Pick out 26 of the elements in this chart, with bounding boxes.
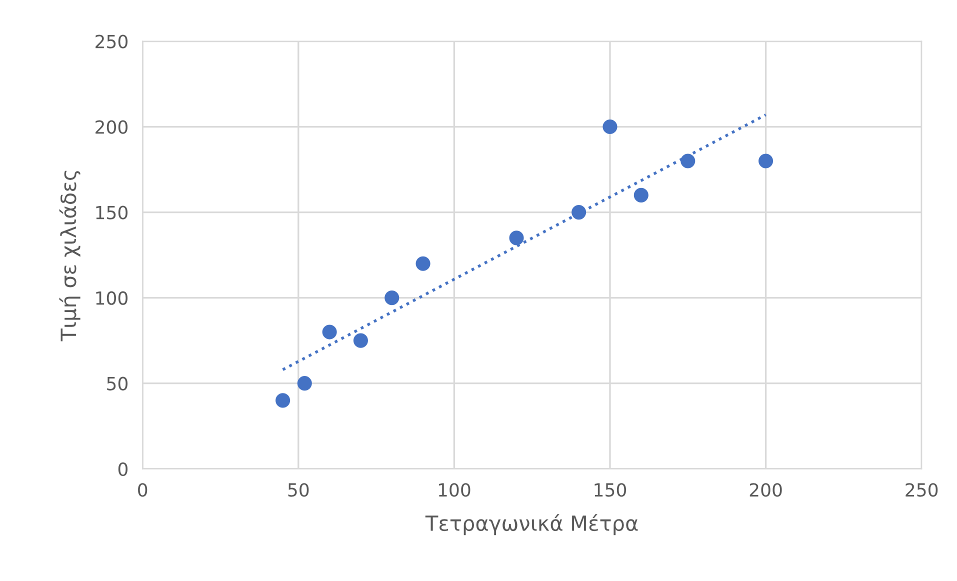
x-tick-label: 250 [906, 483, 938, 497]
point [509, 230, 524, 246]
point [758, 154, 774, 168]
point [572, 205, 586, 220]
x-axis-title: Τετραγωνικά Μέτρα [425, 514, 638, 536]
y-tick-label: 50 [107, 376, 128, 390]
point [353, 333, 368, 348]
point [276, 393, 290, 408]
y-tick-label: 150 [96, 206, 128, 220]
x-tick-label: 200 [750, 483, 782, 497]
point [602, 119, 618, 134]
x-tick-label: 150 [594, 483, 626, 497]
y-tick-label: 200 [96, 120, 128, 134]
y-tick-label: 0 [118, 462, 128, 476]
y-tick-label: 100 [96, 291, 128, 305]
y-tick-label: 250 [96, 34, 128, 48]
point [297, 376, 312, 391]
point [416, 256, 430, 271]
y-axis-title: Τιμή σε χιλιάδες [59, 170, 80, 342]
x-tick-label: 50 [288, 483, 309, 497]
x-tick-label: 0 [138, 483, 148, 497]
point [322, 324, 337, 340]
point [680, 154, 696, 168]
x-tick-label: 100 [438, 483, 470, 497]
point [634, 188, 648, 202]
point [384, 290, 400, 306]
